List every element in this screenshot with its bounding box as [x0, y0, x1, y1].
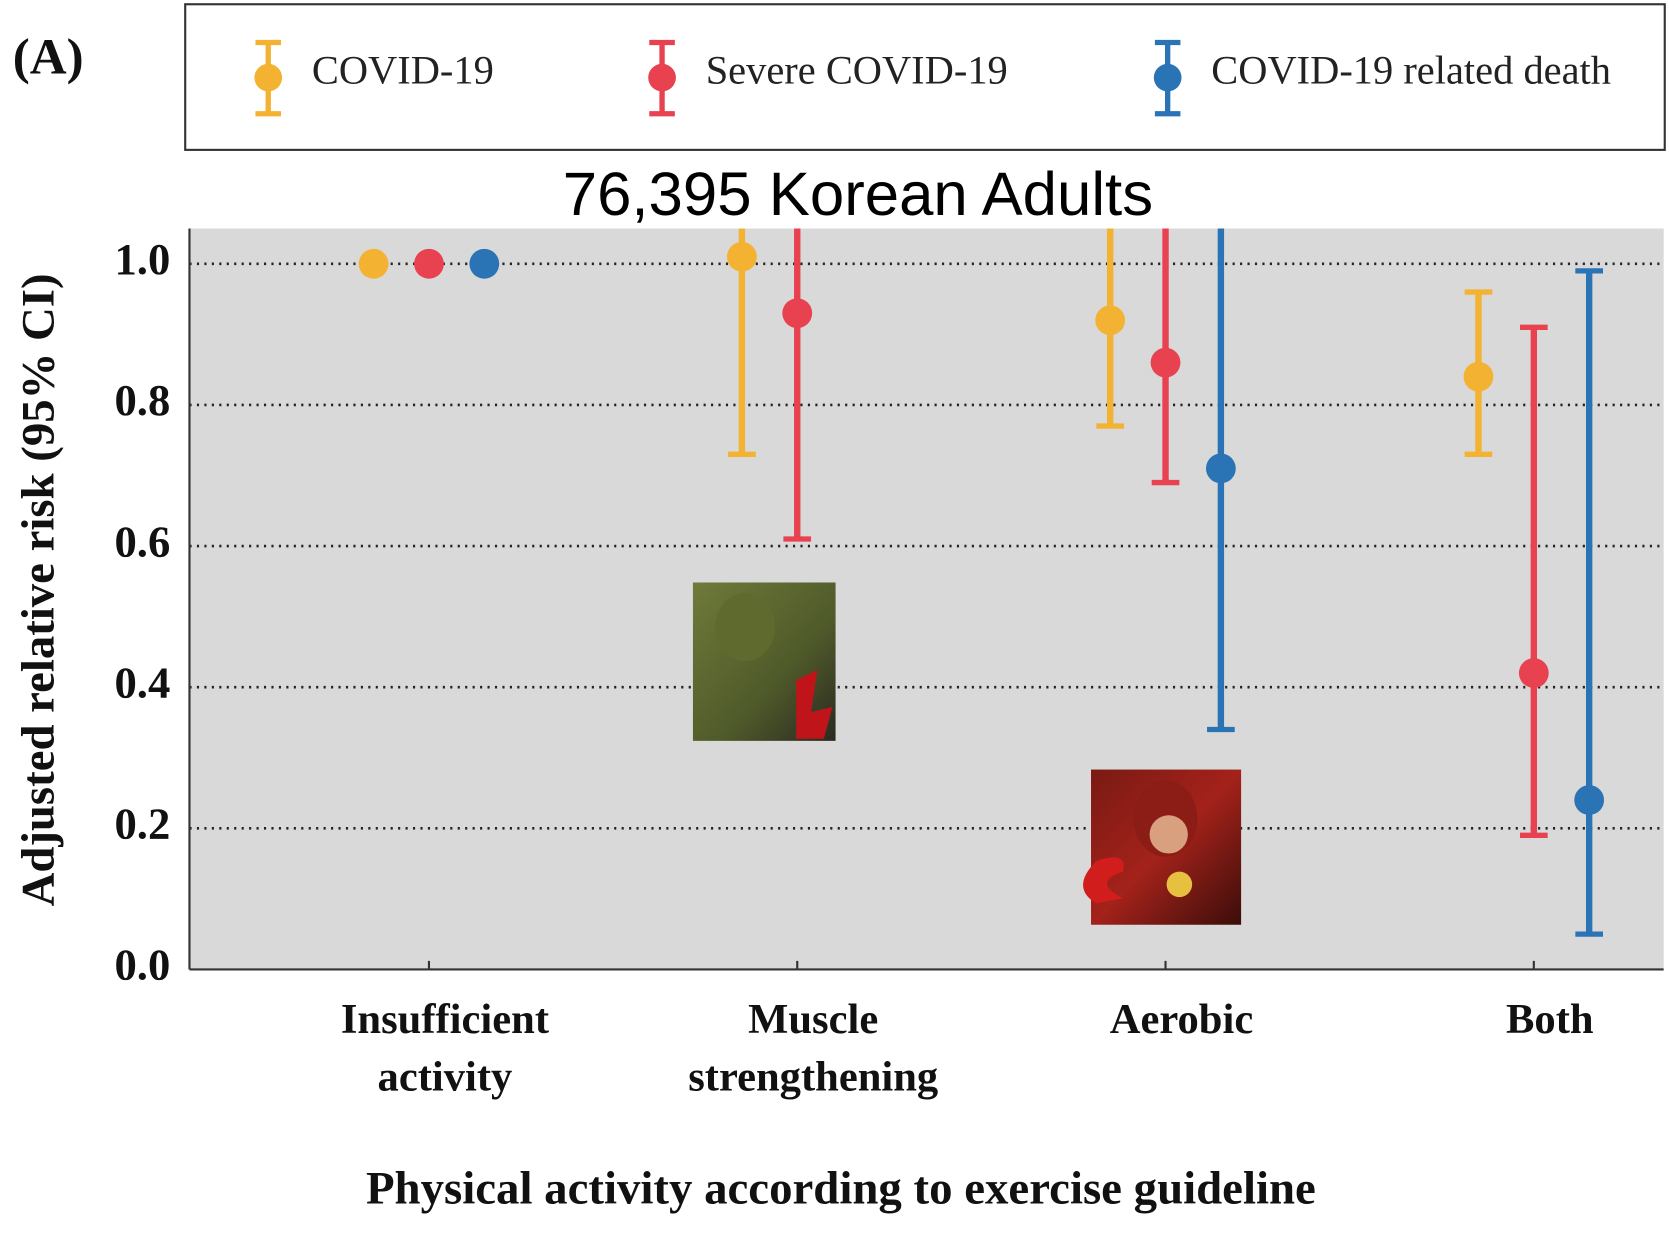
point: [414, 248, 444, 279]
plot-area: [189, 228, 1664, 970]
legend-label: COVID-19 related death: [1211, 48, 1611, 93]
point: [469, 248, 500, 279]
y-tick-label: 0.2: [114, 799, 170, 849]
point: [782, 298, 813, 329]
legend-box: [184, 3, 1666, 151]
y-tick-label: 1.0: [114, 234, 170, 284]
point: [1463, 361, 1494, 392]
y-tick-label: 0.0: [114, 940, 170, 990]
point: [358, 248, 389, 279]
point: [1574, 785, 1605, 815]
x-tick-label-box: Both: [1506, 994, 1594, 1043]
legend-entry: COVID-19 related death: [1153, 39, 1611, 117]
point: [1518, 658, 1549, 688]
legend-marker: [1153, 63, 1182, 92]
legend-label: Severe COVID-19: [706, 48, 1008, 93]
panel-label: (A): [13, 29, 84, 85]
x-tick-label: Muscle strengthening: [688, 994, 939, 1101]
x-tick-label: Aerobic: [1109, 994, 1254, 1043]
y-tick-label: 0.8: [114, 375, 170, 425]
point: [1095, 305, 1126, 336]
x-axis-title: Physical activity according to exercise …: [366, 1162, 1316, 1214]
legend-entry: COVID-19: [254, 39, 494, 117]
legend-marker: [648, 63, 676, 92]
y-tick-label: 0.6: [114, 516, 170, 566]
point: [726, 241, 757, 272]
x-tick-label-box: Insufficient activity: [340, 994, 550, 1101]
y-tick-label: 0.4: [114, 657, 170, 707]
y-axis-title: Adjusted relative risk (95% CI): [12, 273, 64, 906]
legend-entry: Severe COVID-19: [648, 39, 1008, 117]
point: [1205, 453, 1236, 484]
x-tick-label: Insufficient activity: [340, 994, 550, 1101]
legend-label: COVID-19: [312, 48, 494, 93]
legend-marker: [254, 63, 283, 92]
flash-image: [1083, 769, 1242, 925]
x-tick-label: Both: [1506, 994, 1594, 1043]
x-tick-label-box: Muscle strengthening: [688, 994, 939, 1101]
point: [1150, 347, 1181, 378]
chart-title: 76,395 Korean Adults: [563, 160, 1153, 229]
x-tick-label-box: Aerobic: [1109, 994, 1254, 1043]
hulk-image: [692, 582, 836, 741]
